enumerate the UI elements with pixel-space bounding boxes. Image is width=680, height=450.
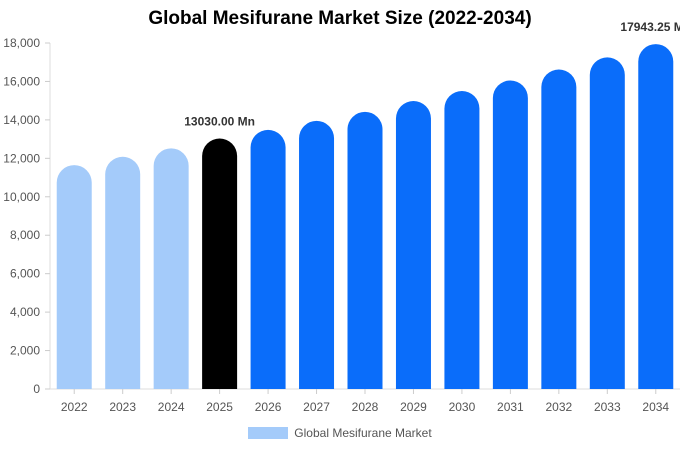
x-tick-label: 2034 [642, 400, 669, 414]
bar-2029[interactable] [395, 101, 431, 389]
bar-2032[interactable] [541, 69, 577, 389]
y-tick-label: 2,000 [10, 344, 40, 358]
legend[interactable]: Global Mesifurane Market [0, 426, 680, 440]
bar-2023[interactable] [105, 156, 141, 389]
bar-2033[interactable] [589, 57, 625, 390]
bar-2030[interactable] [444, 91, 480, 390]
bar-2031[interactable] [492, 80, 528, 389]
x-tick-label: 2030 [449, 400, 476, 414]
x-axis: 2022 2023 2024 2025 2026 2027 2028 2029 2030 2031… [50, 388, 680, 414]
bar-2024[interactable] [153, 148, 189, 389]
x-tick-label: 2028 [352, 400, 379, 414]
bar-2026[interactable] [250, 129, 286, 389]
data-label-2034: 17943.25 Mn [620, 20, 680, 34]
x-tick-label: 2029 [400, 400, 427, 414]
y-axis: 0 2,000 4,000 6,000 8,000 10,000 12,000 14,000 1… [3, 36, 51, 396]
legend-swatch [248, 427, 289, 439]
x-tick-label: 2033 [594, 400, 621, 414]
x-tick-label: 2024 [158, 400, 185, 414]
bar-2034[interactable] [638, 44, 674, 390]
y-tick-label: 16,000 [3, 74, 40, 88]
y-tick-label: 8,000 [10, 228, 40, 242]
bar-2027[interactable] [299, 120, 335, 389]
y-tick-label: 14,000 [3, 113, 40, 127]
x-tick-label: 2025 [206, 400, 233, 414]
bar-2028[interactable] [347, 111, 383, 389]
x-tick-label: 2022 [61, 400, 88, 414]
y-tick-label: 12,000 [3, 151, 40, 165]
legend-label: Global Mesifurane Market [294, 426, 432, 440]
bar-2022[interactable] [56, 165, 92, 389]
x-tick-label: 2032 [545, 400, 572, 414]
y-tick-label: 4,000 [10, 305, 40, 319]
y-tick-label: 10,000 [3, 190, 40, 204]
x-tick-label: 2026 [255, 400, 282, 414]
bars [56, 44, 674, 390]
y-tick-label: 0 [33, 382, 40, 396]
data-labels: 13030.00 Mn 17943.25 Mn [184, 20, 680, 128]
y-tick-label: 18,000 [3, 36, 40, 50]
x-tick-label: 2031 [497, 400, 524, 414]
chart-title: Global Mesifurane Market Size (2022-2034… [148, 8, 532, 29]
x-tick-label: 2027 [303, 400, 330, 414]
data-label-2025: 13030.00 Mn [184, 115, 255, 129]
bar-2025[interactable] [202, 138, 238, 389]
y-tick-label: 6,000 [10, 267, 40, 281]
x-tick-label: 2023 [109, 400, 136, 414]
